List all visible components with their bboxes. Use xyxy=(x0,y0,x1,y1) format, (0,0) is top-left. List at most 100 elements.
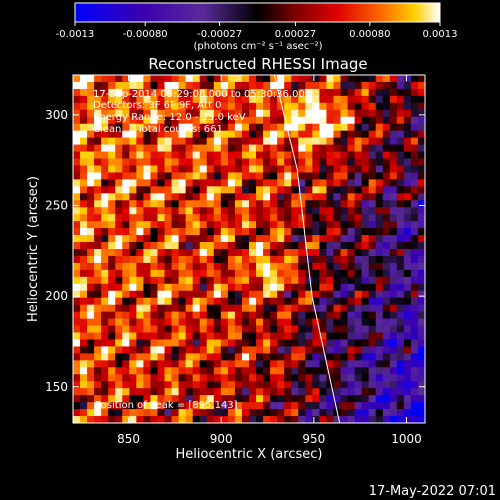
heatmap-cell xyxy=(136,416,144,423)
heatmap-cell xyxy=(263,402,271,410)
heatmap-cell xyxy=(340,416,348,423)
heatmap-cell xyxy=(143,318,151,326)
heatmap-cell xyxy=(375,353,384,361)
heatmap-cell xyxy=(277,290,285,299)
heatmap-cell xyxy=(157,255,165,264)
heatmap-cell xyxy=(143,255,151,264)
heatmap-cell xyxy=(263,123,271,132)
heatmap-cell xyxy=(150,242,158,250)
heatmap-cell xyxy=(312,409,320,417)
heatmap-cell xyxy=(178,200,187,208)
heatmap-cell xyxy=(277,116,285,125)
heatmap-cell xyxy=(375,297,384,306)
heatmap-cell xyxy=(312,158,320,166)
heatmap-cell xyxy=(157,311,165,319)
heatmap-cell xyxy=(375,235,384,243)
heatmap-cell xyxy=(340,144,348,152)
heatmap-cell xyxy=(108,381,116,389)
heatmap-cell xyxy=(256,137,264,145)
heatmap-cell xyxy=(382,381,391,389)
heatmap-cell xyxy=(87,304,95,313)
heatmap-cell xyxy=(122,262,130,271)
heatmap-cell xyxy=(263,269,271,278)
heatmap-cell xyxy=(312,416,320,423)
heatmap-cell xyxy=(206,346,215,354)
heatmap-cell xyxy=(108,249,116,257)
heatmap-cell xyxy=(354,228,363,236)
heatmap-cell xyxy=(417,346,425,354)
heatmap-cell xyxy=(368,255,377,264)
heatmap-cell xyxy=(410,416,419,423)
heatmap-cell xyxy=(291,123,299,132)
heatmap-cell xyxy=(129,95,137,104)
heatmap-cell xyxy=(143,388,151,396)
heatmap-cell xyxy=(291,311,299,319)
heatmap-cell xyxy=(354,249,363,257)
heatmap-cell xyxy=(171,297,179,306)
heatmap-cell xyxy=(347,165,355,173)
heatmap-cell xyxy=(143,346,151,354)
heatmap-cell xyxy=(389,269,398,278)
heatmap-cell xyxy=(347,179,355,187)
heatmap-cell xyxy=(284,416,292,423)
heatmap-cell xyxy=(291,144,299,152)
heatmap-cell xyxy=(108,353,116,361)
heatmap-cell xyxy=(333,123,341,132)
heatmap-cell xyxy=(87,214,95,222)
heatmap-cell xyxy=(375,116,384,125)
heatmap-cell xyxy=(234,416,243,423)
heatmap-cell xyxy=(298,276,306,285)
heatmap-cell xyxy=(361,409,370,417)
heatmap-cell xyxy=(340,311,348,319)
heatmap-cell xyxy=(185,388,194,396)
heatmap-cell xyxy=(199,242,208,250)
heatmap-cell xyxy=(185,332,194,340)
heatmap-cell xyxy=(410,235,419,243)
heatmap-cell xyxy=(375,304,384,313)
heatmap-cell xyxy=(291,304,299,313)
heatmap-cell xyxy=(326,255,334,264)
heatmap-cell xyxy=(249,255,257,264)
heatmap-cell xyxy=(192,88,201,97)
heatmap-cell xyxy=(150,151,158,159)
heatmap-cell xyxy=(87,228,95,236)
heatmap-cell xyxy=(87,242,95,250)
heatmap-cell xyxy=(122,81,130,90)
heatmap-cell xyxy=(284,402,292,410)
heatmap-cell xyxy=(206,325,215,333)
heatmap-cell xyxy=(178,75,187,83)
heatmap-cell xyxy=(410,297,419,306)
heatmap-cell xyxy=(410,367,419,375)
heatmap-cell xyxy=(382,262,391,271)
heatmap-cell xyxy=(234,137,243,145)
heatmap-cell xyxy=(80,81,88,90)
heatmap-cell xyxy=(94,123,102,132)
heatmap-cell xyxy=(80,374,88,382)
heatmap-cell xyxy=(241,242,250,250)
heatmap-cell xyxy=(277,165,285,173)
heatmap-cell xyxy=(319,102,327,111)
heatmap-cell xyxy=(354,402,363,410)
heatmap-cell xyxy=(396,374,405,382)
heatmap-cell xyxy=(389,207,398,215)
heatmap-cell xyxy=(241,297,250,306)
heatmap-cell xyxy=(227,102,236,111)
heatmap-cell xyxy=(277,102,285,111)
heatmap-cell xyxy=(108,416,116,423)
heatmap-cell xyxy=(319,360,327,368)
heatmap-cell xyxy=(340,95,348,104)
heatmap-cell xyxy=(340,158,348,166)
heatmap-cell xyxy=(284,242,292,250)
heatmap-cell xyxy=(326,339,334,347)
heatmap-cell xyxy=(192,228,201,236)
heatmap-cell xyxy=(410,269,419,278)
heatmap-cell xyxy=(354,416,363,423)
heatmap-cell xyxy=(368,116,377,125)
heatmap-cell xyxy=(417,130,425,139)
heatmap-cell xyxy=(284,249,292,257)
heatmap-cell xyxy=(87,339,95,347)
heatmap-cell xyxy=(347,130,355,139)
heatmap-cell xyxy=(150,235,158,243)
heatmap-cell xyxy=(284,339,292,347)
x-tick-label: 900 xyxy=(210,432,233,446)
